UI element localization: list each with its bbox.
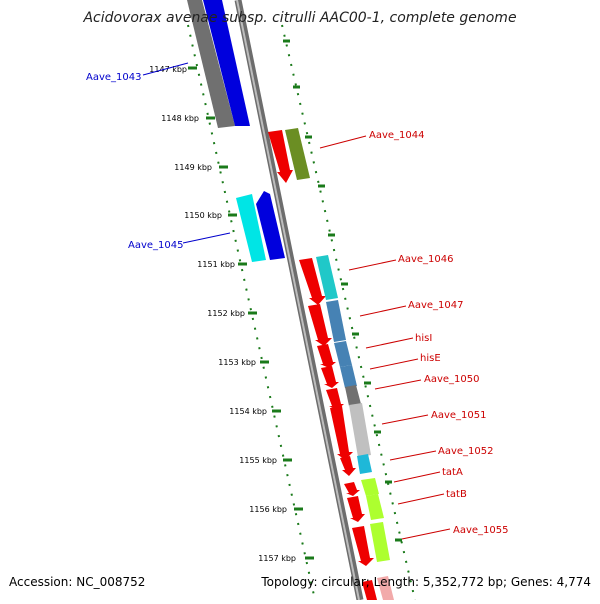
gene-label-aave-1047[interactable]: Aave_1047 bbox=[408, 300, 464, 311]
feature-aave-1055[interactable] bbox=[352, 526, 374, 566]
gene-label-aave-1055[interactable]: Aave_1055 bbox=[453, 525, 509, 536]
feature-tatB[interactable] bbox=[347, 496, 365, 522]
feature-aave-1044-cog bbox=[285, 128, 310, 180]
feature-aave-1045[interactable] bbox=[256, 191, 285, 260]
gene-label-aave-1045[interactable]: Aave_1045 bbox=[128, 240, 184, 251]
feature-hisI-cog bbox=[334, 341, 352, 367]
ruler-label-1157: 1157 kbp bbox=[258, 554, 296, 563]
feature-aave-1046-cog bbox=[316, 255, 338, 300]
feature-aave-1050-cog bbox=[345, 385, 361, 406]
feature-aave-1052-cog bbox=[357, 454, 372, 474]
feature-aave-1047-cog bbox=[326, 300, 346, 342]
feature-aave-1043[interactable] bbox=[203, 0, 250, 126]
feature-aave-1051[interactable] bbox=[330, 406, 353, 460]
gene-label-aave-1050[interactable]: Aave_1050 bbox=[424, 374, 480, 385]
feature-tatA[interactable] bbox=[344, 482, 360, 496]
feature-aave-1045-cog bbox=[236, 194, 266, 262]
gene-label-hisI[interactable]: hisI bbox=[415, 333, 432, 344]
forward-strand-features bbox=[187, 0, 285, 262]
ruler-left-dotted bbox=[187, 24, 316, 601]
gene-label-aave-1043[interactable]: Aave_1043 bbox=[86, 72, 142, 83]
gene-label-tatA[interactable]: tatA bbox=[442, 467, 463, 478]
ruler-label-1147: 1147 kbp bbox=[149, 65, 187, 74]
ruler-label-1153: 1153 kbp bbox=[218, 358, 256, 367]
callout-lines bbox=[142, 62, 451, 540]
feature-tatB-cog bbox=[366, 494, 384, 520]
ruler-label-1154: 1154 kbp bbox=[229, 407, 267, 416]
ruler-right-dotted bbox=[281, 24, 416, 601]
feature-aave-1051-cog bbox=[349, 403, 371, 457]
gene-label-tatB[interactable]: tatB bbox=[446, 489, 467, 500]
feature-next-partial bbox=[362, 580, 377, 600]
feature-aave-1047[interactable] bbox=[308, 304, 332, 346]
ruler-label-1149: 1149 kbp bbox=[174, 163, 212, 172]
ruler-label-1155: 1155 kbp bbox=[239, 456, 277, 465]
ruler-label-1150: 1150 kbp bbox=[184, 211, 222, 220]
accession-text: Accession: NC_008752 bbox=[9, 575, 146, 589]
feature-hisI[interactable] bbox=[317, 344, 336, 368]
feature-hisE[interactable] bbox=[321, 366, 339, 388]
feature-aave-1055-cog bbox=[370, 522, 390, 562]
ruler-label-1156: 1156 kbp bbox=[249, 505, 287, 514]
gene-label-hisE[interactable]: hisE bbox=[420, 353, 441, 364]
genome-title: Acidovorax avenae subsp. citrulli AAC00-… bbox=[83, 10, 517, 26]
ruler-label-1151: 1151 kbp bbox=[197, 260, 235, 269]
feature-aave-1044[interactable] bbox=[268, 130, 293, 183]
feature-hisE-cog bbox=[340, 365, 357, 388]
feature-aave-1046[interactable] bbox=[299, 258, 326, 305]
reverse-strand-features bbox=[268, 128, 394, 600]
gene-label-aave-1046[interactable]: Aave_1046 bbox=[398, 254, 454, 265]
feature-next-partial-cog bbox=[377, 576, 394, 600]
gene-label-aave-1052[interactable]: Aave_1052 bbox=[438, 446, 494, 457]
ruler-label-1148: 1148 kbp bbox=[161, 114, 199, 123]
ruler-label-1152: 1152 kbp bbox=[207, 309, 245, 318]
feature-aave-1052[interactable] bbox=[340, 456, 356, 476]
ruler-ticks bbox=[188, 39, 402, 560]
genome-summary-text: Topology: circular; Length: 5,352,772 bp… bbox=[261, 575, 591, 589]
feature-tatA-cog bbox=[361, 478, 379, 496]
gene-label-aave-1044[interactable]: Aave_1044 bbox=[369, 130, 425, 141]
feature-aave-1050[interactable] bbox=[326, 388, 344, 410]
gene-label-aave-1051[interactable]: Aave_1051 bbox=[431, 410, 487, 421]
feature-gray-1043-cog bbox=[187, 0, 235, 128]
